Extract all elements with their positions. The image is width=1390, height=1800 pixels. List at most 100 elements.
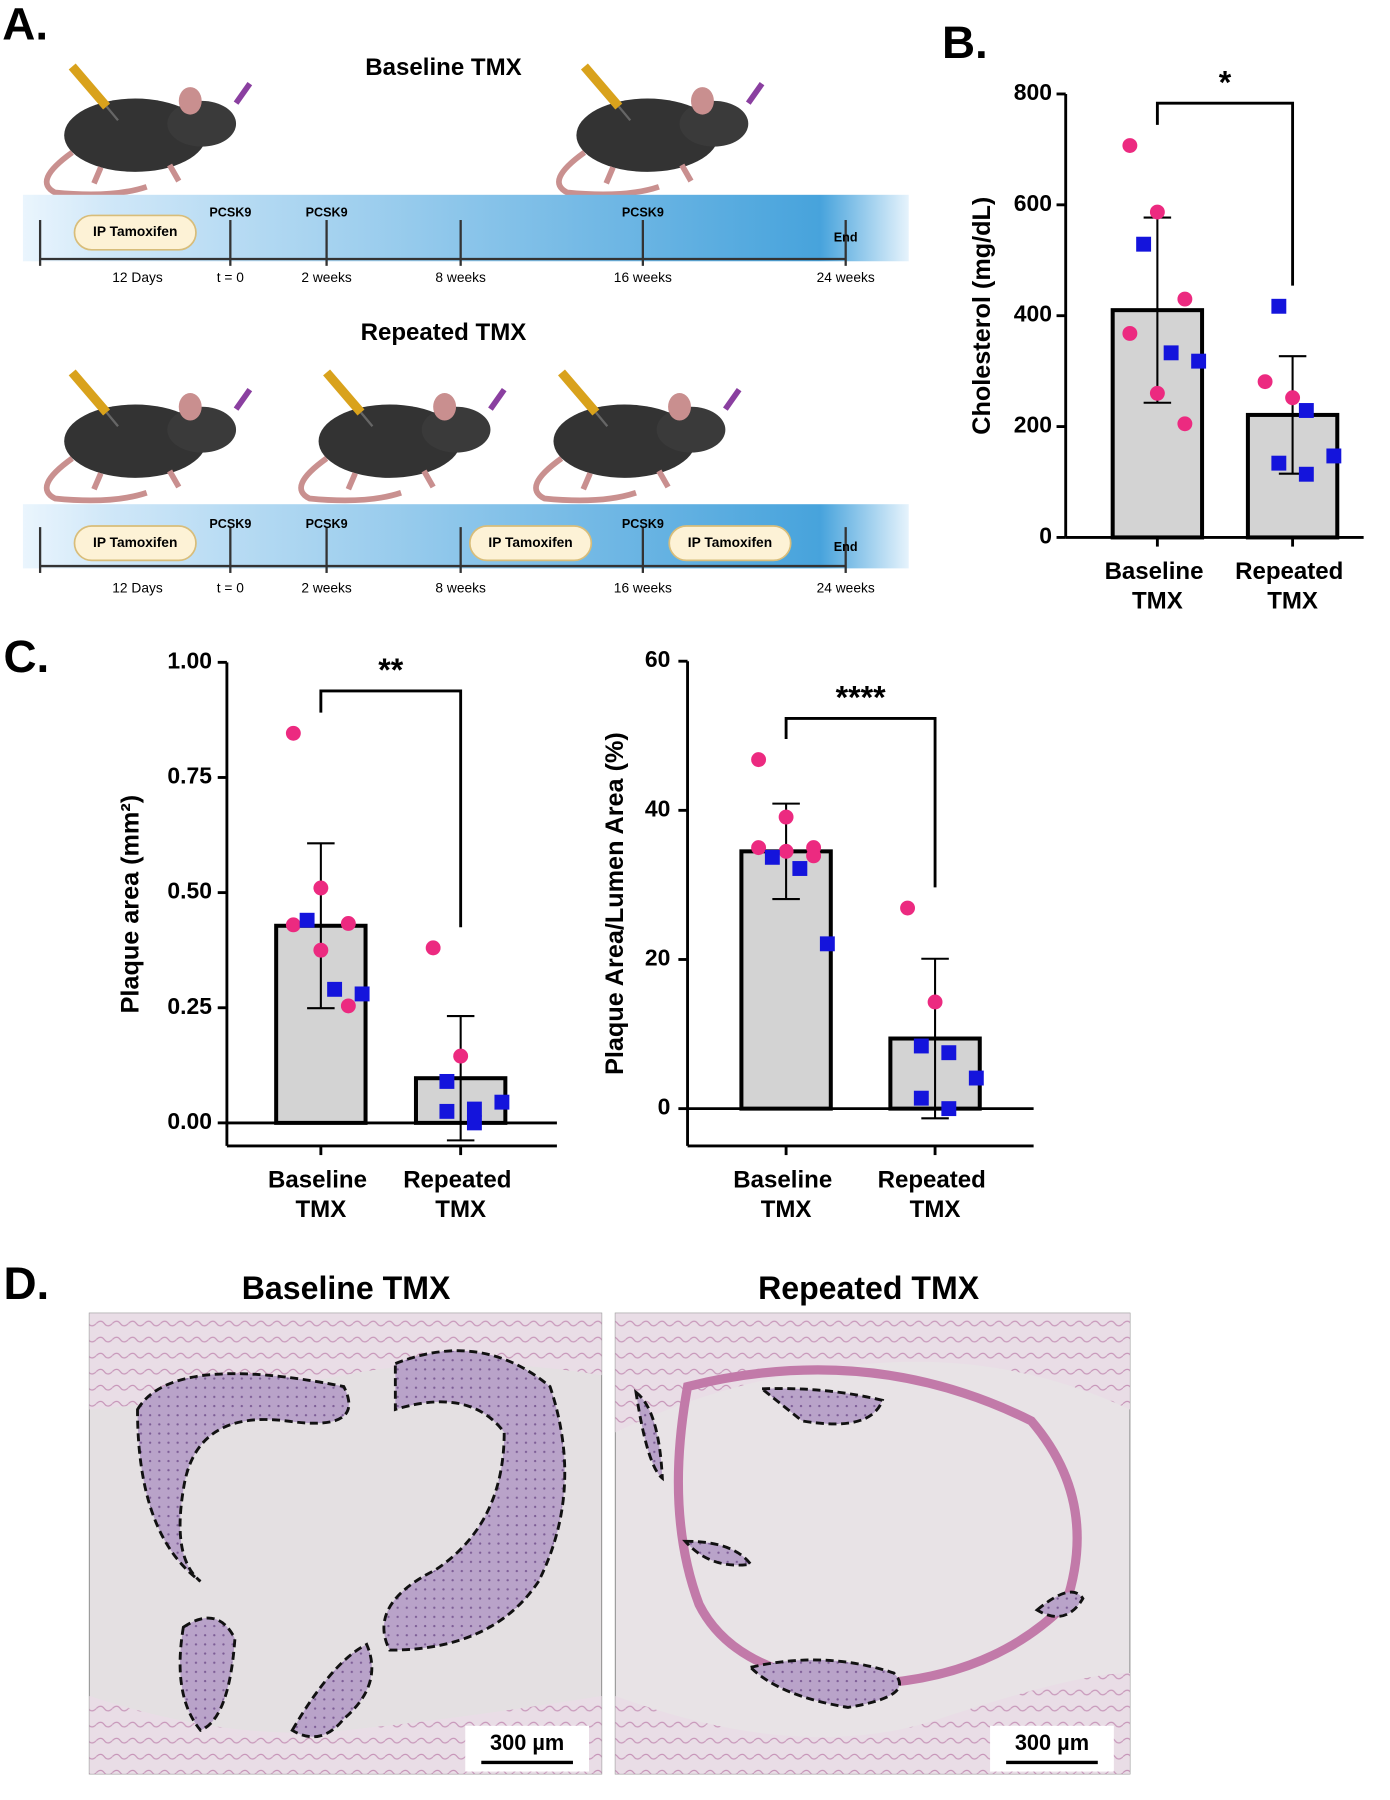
data-point	[1326, 448, 1342, 464]
mouse-icon	[43, 369, 253, 504]
mouse-tail	[43, 456, 148, 504]
timeline-marker: PCSK9	[622, 205, 664, 219]
syringe-needle	[594, 411, 609, 428]
error-bar	[921, 957, 949, 1120]
syringe-needle	[105, 105, 119, 122]
data-point	[913, 1090, 929, 1106]
panel-label: C.	[3, 631, 49, 682]
mouse-feet	[580, 469, 671, 491]
significance-label: **	[378, 652, 403, 688]
data-point	[340, 916, 356, 931]
syringe	[488, 387, 507, 411]
mouse-head	[167, 100, 237, 147]
y-tick-label: 60	[645, 646, 670, 672]
data-point	[299, 912, 315, 928]
y-tick-label: 0.00	[167, 1108, 212, 1134]
syringe	[580, 63, 623, 110]
data-point	[778, 809, 794, 825]
data-point	[751, 840, 767, 856]
mouse-ear	[668, 393, 691, 421]
treatment-pill	[668, 525, 792, 562]
significance-bracket	[784, 717, 937, 888]
y-tick-label: 1.00	[167, 647, 212, 673]
panel-label: D.	[3, 1258, 49, 1309]
data-point	[466, 1101, 482, 1117]
syringe	[558, 369, 600, 416]
image-title: Baseline TMX	[242, 1270, 451, 1306]
mouse-ear	[178, 393, 202, 421]
data-point	[751, 752, 767, 768]
y-axis-title: Plaque Area/Lumen Area (%)	[601, 732, 629, 1075]
y-tick-label: 400	[1014, 301, 1052, 327]
data-point	[941, 1101, 957, 1117]
data-point	[1271, 298, 1287, 314]
x-tick-label: Baseline TMX	[733, 1167, 839, 1224]
timeline-label: 8 weeks	[435, 270, 486, 285]
mouse-feet	[91, 469, 182, 491]
timeline-label: t = 0	[217, 581, 244, 596]
timeline-label: 2 weeks	[301, 581, 352, 596]
timeline-label: 24 weeks	[817, 270, 875, 285]
data-point	[285, 725, 301, 741]
syringe	[723, 387, 742, 411]
error-bar	[446, 1015, 475, 1142]
x-tick-label: Baseline TMX	[268, 1167, 374, 1224]
timeline-marker: PCSK9	[306, 205, 348, 219]
significance-label: ****	[836, 680, 886, 716]
panel-label: B.	[942, 17, 988, 68]
treatment-label: IP Tamoxifen	[688, 535, 772, 550]
data-point	[913, 1038, 929, 1054]
data-point	[900, 900, 916, 916]
data-point	[1177, 291, 1193, 307]
syringe-needle	[360, 411, 374, 428]
syringe-needle	[105, 411, 119, 428]
y-tick-label: 800	[1014, 79, 1052, 105]
data-point	[340, 998, 356, 1014]
y-axis-title: Plaque area (mm²)	[116, 795, 144, 1014]
mouse-head	[679, 100, 749, 147]
x-tick-label: Baseline TMX	[1105, 558, 1211, 615]
treatment-label: IP Tamoxifen	[93, 224, 177, 239]
x-tick-label: Repeated TMX	[1235, 558, 1350, 615]
timeline-label: 24 weeks	[817, 581, 875, 596]
data-point	[1177, 416, 1193, 432]
data-point	[285, 917, 301, 933]
data-point	[764, 849, 780, 865]
data-point	[1298, 403, 1314, 418]
data-point	[1191, 353, 1207, 369]
data-point	[494, 1094, 510, 1110]
data-point	[819, 936, 835, 952]
data-point	[1298, 466, 1314, 482]
data-point	[453, 1048, 469, 1064]
mouse-feet	[603, 163, 694, 185]
data-point	[941, 1045, 957, 1061]
significance-bracket	[1155, 101, 1295, 286]
y-tick-label: 0	[658, 1094, 671, 1120]
data-point	[1149, 204, 1165, 220]
syringe	[745, 81, 765, 105]
error-bar	[307, 842, 335, 1010]
timeline-marker: End	[834, 540, 858, 554]
significance-bracket	[319, 689, 463, 928]
data-point	[1122, 325, 1138, 341]
mouse-icon	[556, 63, 765, 198]
mouse-head	[421, 406, 491, 453]
data-point	[806, 848, 822, 864]
mouse-head	[167, 406, 237, 453]
timeline-title: Baseline TMX	[365, 54, 521, 81]
scale-bar-label: 300 µm	[1015, 1730, 1089, 1755]
timeline-marker: PCSK9	[306, 517, 348, 531]
x-tick-label: Repeated TMX	[878, 1167, 993, 1224]
treatment-pill	[468, 525, 593, 562]
timeline-marker: PCSK9	[209, 517, 251, 531]
y-tick-label: 600	[1014, 190, 1052, 216]
syringe	[233, 81, 253, 105]
scale-bar-label: 300 µm	[490, 1730, 564, 1755]
data-point	[1136, 236, 1152, 252]
mouse-feet	[91, 163, 182, 185]
data-point	[354, 986, 370, 1002]
syringe-needle	[617, 105, 632, 122]
treatment-label: IP Tamoxifen	[93, 535, 177, 550]
